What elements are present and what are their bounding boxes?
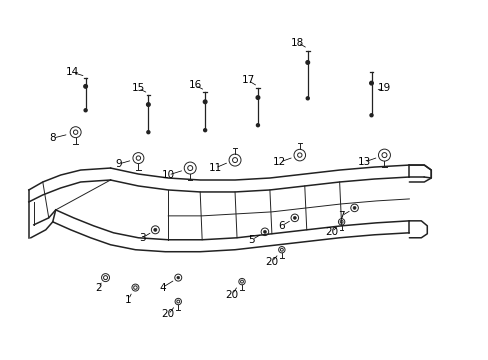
Circle shape [263, 230, 266, 233]
Text: 9: 9 [115, 159, 122, 169]
Text: 14: 14 [66, 67, 79, 77]
Text: 20: 20 [325, 227, 338, 237]
Circle shape [83, 85, 87, 88]
Circle shape [203, 100, 206, 104]
Circle shape [84, 109, 87, 112]
Circle shape [293, 216, 296, 219]
Text: 4: 4 [159, 283, 165, 293]
Text: 15: 15 [132, 84, 145, 93]
Circle shape [352, 206, 355, 210]
Circle shape [256, 124, 259, 127]
Text: 7: 7 [338, 211, 344, 221]
Circle shape [305, 61, 309, 64]
Text: 8: 8 [49, 133, 56, 143]
Circle shape [256, 96, 259, 99]
Text: 3: 3 [139, 233, 145, 243]
Circle shape [146, 131, 149, 134]
Text: 11: 11 [208, 163, 221, 173]
Text: 13: 13 [357, 157, 370, 167]
Circle shape [146, 103, 150, 106]
Text: 1: 1 [125, 294, 131, 305]
Text: 17: 17 [241, 75, 254, 85]
Text: 19: 19 [377, 84, 390, 93]
Text: 12: 12 [273, 157, 286, 167]
Text: 20: 20 [225, 289, 238, 300]
Text: 18: 18 [290, 37, 304, 48]
Text: 5: 5 [248, 235, 255, 245]
Circle shape [305, 97, 308, 100]
Circle shape [153, 228, 157, 231]
Text: 10: 10 [162, 170, 175, 180]
Circle shape [177, 276, 179, 279]
Text: 2: 2 [95, 283, 102, 293]
Text: 16: 16 [188, 80, 202, 90]
Circle shape [203, 129, 206, 132]
Text: 20: 20 [265, 257, 278, 267]
Circle shape [369, 81, 372, 85]
Circle shape [369, 114, 372, 117]
Text: 6: 6 [278, 221, 285, 231]
Text: 20: 20 [162, 310, 175, 319]
